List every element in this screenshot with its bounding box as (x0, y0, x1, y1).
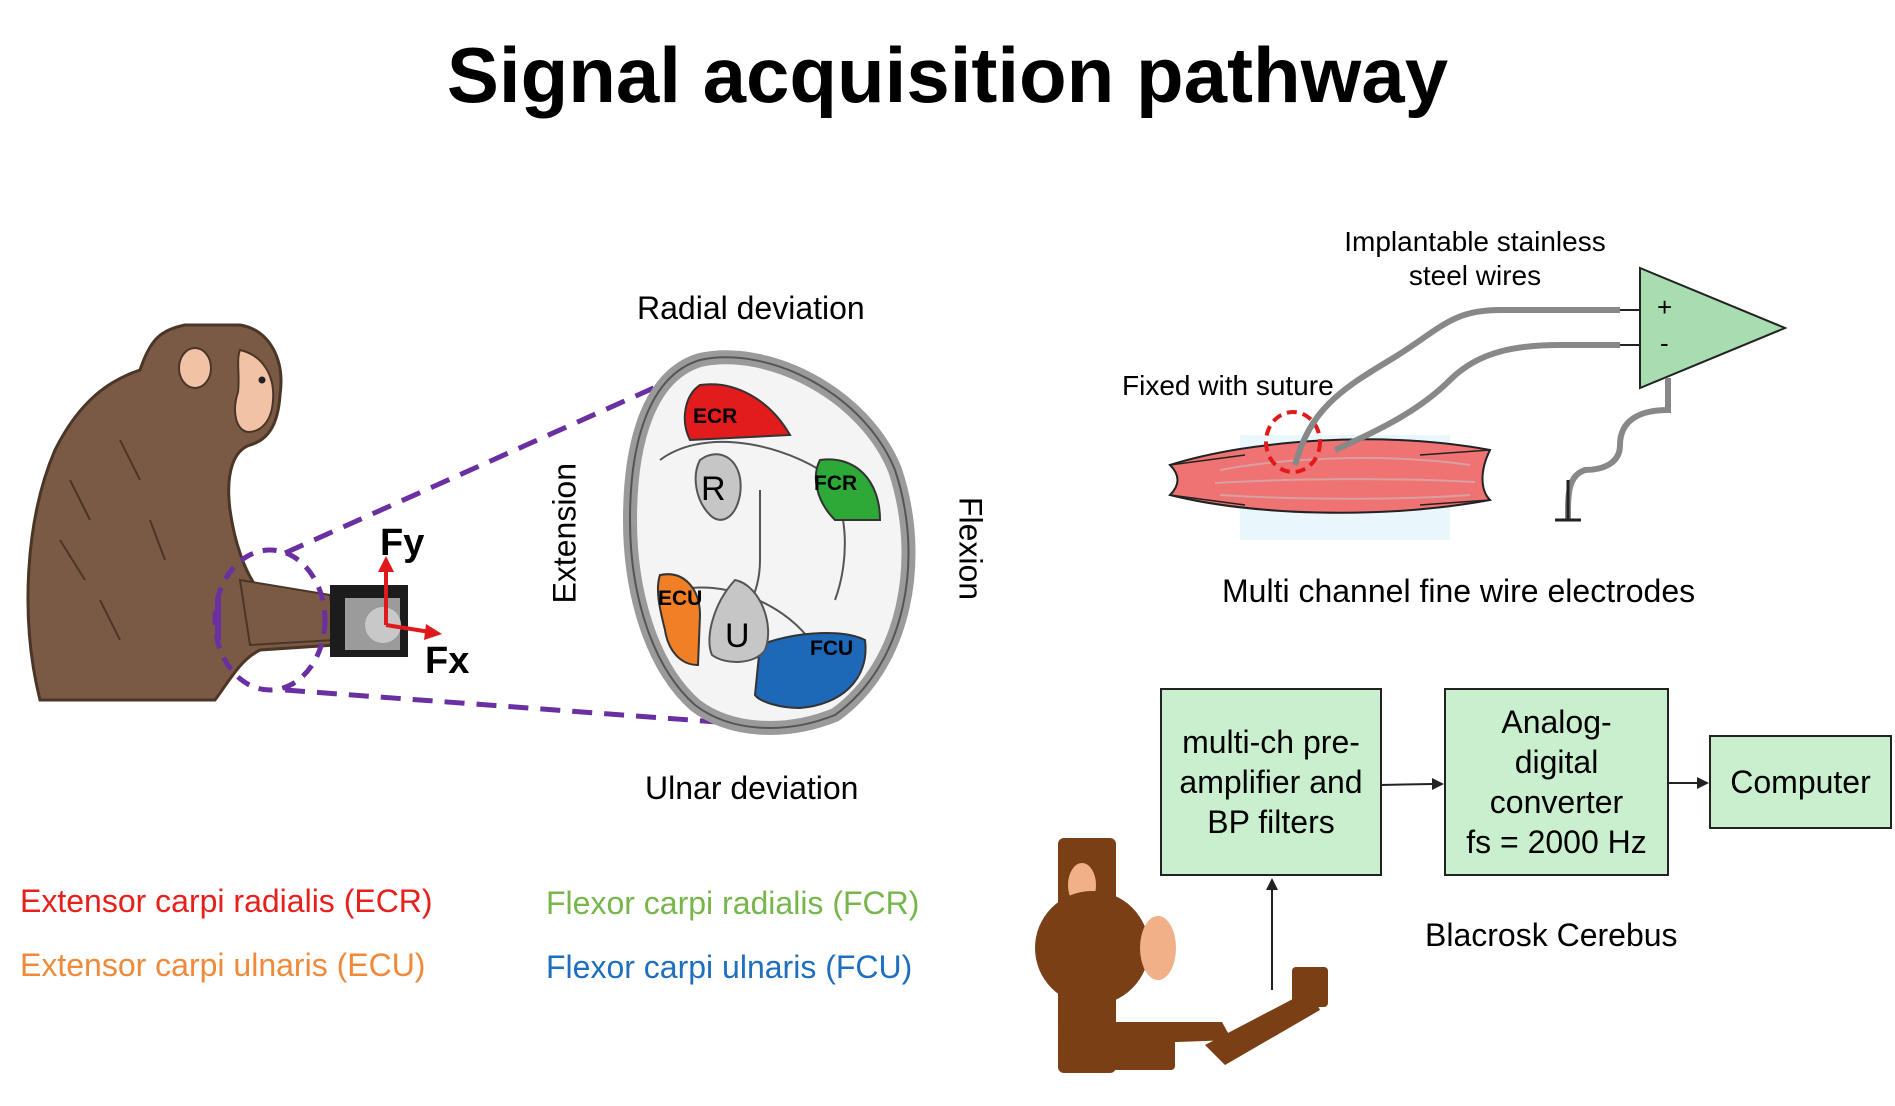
legend-ecr: Extensor carpi radialis (ECR) (20, 883, 433, 919)
adc-line3: converter (1489, 784, 1624, 820)
amp-minus-label: - (1660, 328, 1669, 358)
fcu-label: FCU (810, 637, 854, 660)
radius-label: R (701, 470, 726, 508)
preamp-line1: multi-ch pre- (1182, 724, 1360, 760)
wire-label-line1: Implantable stainless (1344, 226, 1606, 257)
extension-label: Extension (546, 462, 583, 604)
force-y-label: Fy (380, 522, 425, 564)
fcr-label: FCR (814, 472, 858, 495)
computer-label: Computer (1730, 764, 1871, 800)
legend-fcr: Flexor carpi radialis (FCR) (546, 885, 920, 921)
page-title: Signal acquisition pathway (446, 31, 1449, 119)
flexion-label: Flexion (952, 496, 989, 601)
legend-ecu: Extensor carpi ulnaris (ECU) (20, 947, 426, 983)
preamp-box: multi-ch pre- amplifier and BP filters (1160, 688, 1382, 876)
wire-label-line2: steel wires (1408, 260, 1542, 291)
legend-fcu: Flexor carpi ulnaris (FCU) (546, 949, 913, 985)
preamp-line3: BP filters (1207, 804, 1335, 840)
ulnar-deviation-label: Ulnar deviation (645, 770, 859, 806)
adc-line2: digital (1514, 744, 1599, 780)
muscle-illustration (1168, 438, 1493, 514)
force-transducer (330, 585, 408, 657)
ecu-label: ECU (658, 587, 703, 610)
ulna-label: U (725, 617, 750, 655)
monkey-illustration (26, 323, 345, 702)
force-x-label: Fx (425, 640, 470, 682)
electrode-caption: Multi channel fine wire electrodes (1222, 573, 1696, 609)
forearm-cross-section (622, 350, 916, 735)
wire-label: Implantable stainless steel wires (1330, 225, 1620, 293)
computer-box: Computer (1709, 735, 1892, 829)
preamp-line2: amplifier and (1179, 764, 1363, 800)
adc-box: Analog- digital converter fs = 2000 Hz (1444, 688, 1669, 876)
amp-plus-label: + (1657, 292, 1673, 322)
adc-line4: fs = 2000 Hz (1466, 824, 1647, 860)
suture-label: Fixed with suture (1122, 370, 1334, 401)
radial-deviation-label: Radial deviation (637, 290, 865, 326)
adc-line1: Analog- (1501, 704, 1612, 740)
system-label: Blacrosk Cerebus (1425, 917, 1678, 953)
ecr-label: ECR (693, 405, 738, 428)
cartoon-monkey (1035, 838, 1328, 1073)
